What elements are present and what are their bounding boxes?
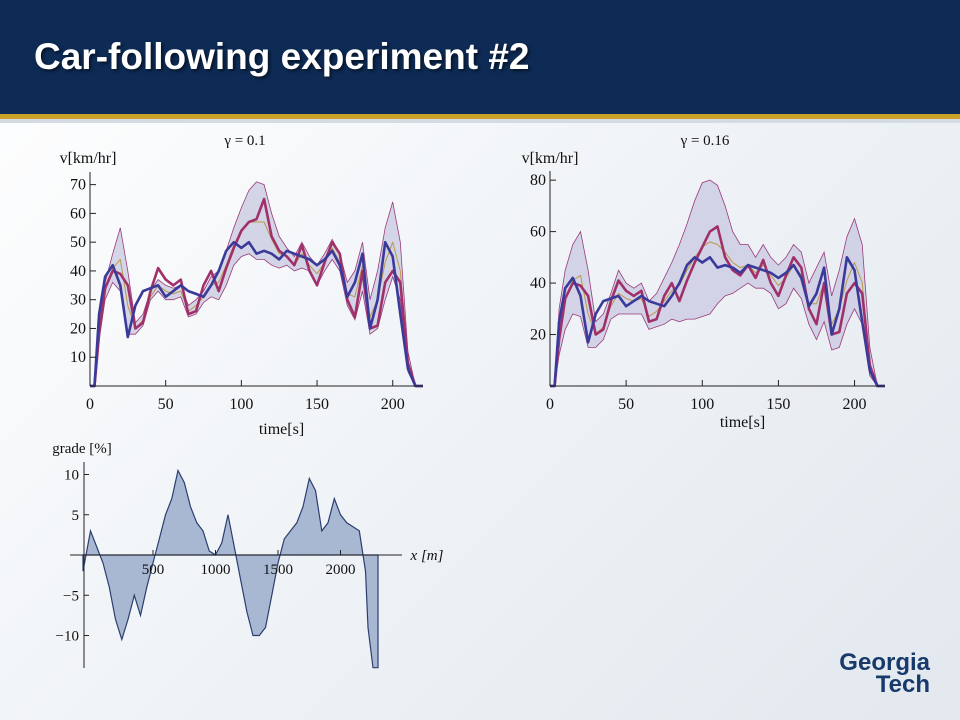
grade-area bbox=[82, 468, 379, 669]
p1-y-tick-label: 10 bbox=[70, 349, 86, 366]
p2-x-tick-label: 200 bbox=[843, 396, 867, 413]
p1-x-tick-label: 100 bbox=[229, 396, 253, 413]
p2-x-tick-label: 100 bbox=[690, 396, 714, 413]
p2-leading-car-line bbox=[550, 256, 885, 388]
grade-x-axis-label: x [m] bbox=[410, 548, 444, 564]
p1-panel-label: γ = 0.1 bbox=[223, 133, 265, 149]
p2-x-axis-label: time[s] bbox=[720, 414, 765, 431]
p2-x-tick-label: 150 bbox=[766, 396, 790, 413]
grade-y-tick-label: 5 bbox=[72, 508, 80, 524]
p2-y-tick-label: 40 bbox=[530, 275, 546, 292]
p2-panel-label: γ = 0.16 bbox=[680, 133, 730, 149]
p1-uncertainty-band bbox=[90, 181, 423, 387]
grade-x-tick-label: 1500 bbox=[263, 562, 293, 578]
p1-y-tick-label: 40 bbox=[70, 263, 86, 280]
p1-x-tick-label: 150 bbox=[305, 396, 329, 413]
p2-y-tick-label: 60 bbox=[530, 224, 546, 241]
p1-x-tick-label: 200 bbox=[381, 396, 405, 413]
p1-x-axis-label: time[s] bbox=[259, 421, 304, 438]
p1-y-tick-label: 30 bbox=[70, 292, 86, 309]
p2-x-tick-label: 50 bbox=[618, 396, 634, 413]
p1-x-tick-label: 50 bbox=[158, 396, 174, 413]
p1-y-tick-label: 20 bbox=[70, 320, 86, 337]
grade-x-tick-label: 500 bbox=[142, 562, 165, 578]
p2-y-tick-label: 20 bbox=[530, 327, 546, 344]
grade-x-tick-label: 2000 bbox=[326, 562, 356, 578]
georgia-tech-logo: Georgia Tech bbox=[824, 649, 930, 698]
p1-x-tick-label: 0 bbox=[86, 396, 94, 413]
p1-y-tick-label: 60 bbox=[70, 205, 86, 222]
p1-y-tick-label: 50 bbox=[70, 234, 86, 251]
grade-y-axis-label: grade [%] bbox=[52, 441, 112, 457]
header-gray-rule bbox=[0, 119, 960, 123]
p1-y-tick-label: 70 bbox=[70, 177, 86, 194]
grade-y-tick-label: 10 bbox=[64, 468, 79, 484]
p2-x-tick-label: 0 bbox=[546, 396, 554, 413]
p1-leading-car-line bbox=[90, 240, 423, 388]
logo-line-georgia: Georgia bbox=[839, 649, 930, 676]
p2-uncertainty-band bbox=[550, 179, 885, 387]
p2-y-tick-label: 80 bbox=[530, 172, 546, 189]
grade-x-tick-label: 1000 bbox=[201, 562, 231, 578]
p2-y-axis-label: v[km/hr] bbox=[522, 150, 579, 167]
p1-y-axis-label: v[km/hr] bbox=[60, 150, 117, 167]
header-gold-rule bbox=[0, 114, 960, 119]
slide-title: Car-following experiment #2 bbox=[34, 36, 530, 77]
logo-line-tech: Tech bbox=[875, 671, 930, 698]
grade-y-tick-label: −10 bbox=[56, 629, 79, 645]
slide-header: Car-following experiment #2 bbox=[0, 0, 960, 114]
grade-y-tick-label: −5 bbox=[63, 588, 79, 604]
